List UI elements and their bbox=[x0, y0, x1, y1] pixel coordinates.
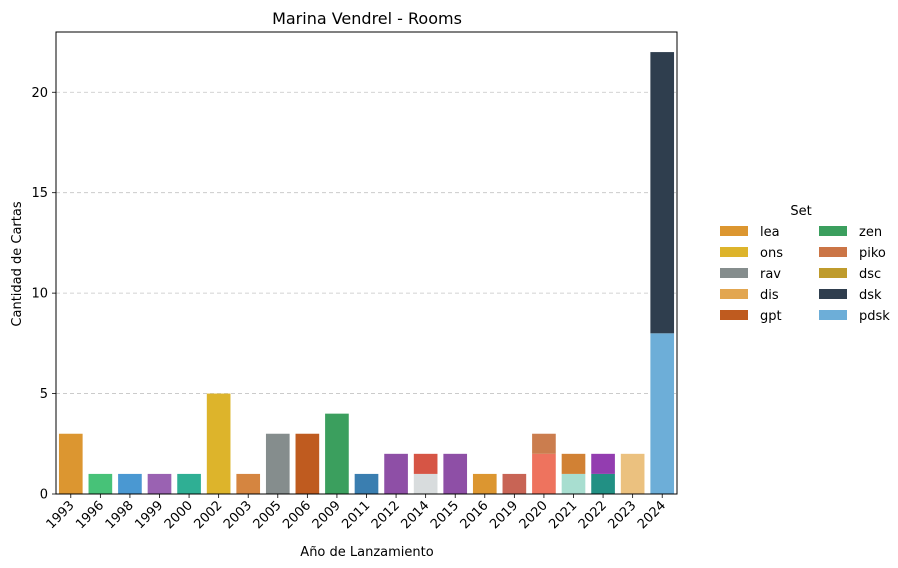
y-tick-label: 0 bbox=[40, 488, 48, 503]
legend-swatch-lea bbox=[720, 226, 748, 236]
x-tick-label: 2011 bbox=[339, 498, 373, 532]
x-tick-label: 1993 bbox=[44, 498, 78, 532]
bar-segment-1999 bbox=[147, 473, 172, 494]
legend-title: Set bbox=[790, 204, 811, 219]
bar-segment-2006 bbox=[295, 433, 320, 494]
x-tick-label: 2014 bbox=[398, 498, 432, 532]
legend-label-dsk: dsk bbox=[859, 288, 882, 303]
bar-segment-2009 bbox=[325, 413, 349, 494]
x-tick-label: 2000 bbox=[162, 498, 196, 532]
legend-label-zen: zen bbox=[859, 225, 882, 240]
legend-swatch-pdsk bbox=[819, 310, 847, 320]
chart-title: Marina Vendrel - Rooms bbox=[272, 9, 462, 28]
bar-segment-2011 bbox=[354, 473, 379, 494]
bar-segment-2022 bbox=[591, 453, 615, 474]
x-axis-label: Año de Lanzamiento bbox=[300, 545, 433, 560]
legend-swatch-dsk bbox=[819, 289, 847, 299]
plot-frame bbox=[55, 31, 678, 495]
x-tick-label: 1998 bbox=[103, 498, 137, 532]
bar-segment-2021 bbox=[561, 473, 586, 494]
x-tick-label: 1996 bbox=[73, 498, 107, 532]
bar-segment-2020 bbox=[532, 453, 556, 494]
bar-segment-2005 bbox=[265, 433, 290, 494]
x-tick-label: 2022 bbox=[576, 498, 610, 532]
bar-segment-1996 bbox=[88, 473, 113, 494]
x-tick-label: 2016 bbox=[458, 498, 492, 532]
x-tick-label: 2005 bbox=[251, 498, 285, 532]
bars bbox=[58, 52, 675, 494]
y-axis-label: Cantidad de Cartas bbox=[10, 201, 25, 326]
legend-label-piko: piko bbox=[859, 246, 886, 261]
bar-segment-2002 bbox=[206, 393, 231, 494]
x-tick-label: 2009 bbox=[310, 498, 344, 532]
legend-swatch-ons bbox=[720, 247, 748, 257]
x-tick-label: 1999 bbox=[132, 498, 166, 532]
bar-segment-2022 bbox=[591, 473, 615, 494]
bar-segment-1993 bbox=[58, 433, 83, 494]
legend: Set lea ons rav dis gpt zen piko dsc dsk pdsk bbox=[720, 204, 890, 324]
bar-segment-1998 bbox=[118, 473, 142, 494]
legend-swatch-gpt bbox=[720, 310, 748, 320]
legend-swatch-dis bbox=[720, 289, 748, 299]
legend-label-ons: ons bbox=[760, 246, 783, 261]
x-tick-label: 2015 bbox=[428, 498, 462, 532]
bar-segment-2012 bbox=[384, 453, 408, 494]
y-tick-label: 15 bbox=[31, 186, 48, 201]
bar-segment-2024 bbox=[650, 333, 675, 494]
bar-segment-2023 bbox=[620, 453, 645, 494]
bar-segment-2003 bbox=[236, 473, 261, 494]
bar-segment-2019 bbox=[502, 473, 527, 494]
legend-label-gpt: gpt bbox=[760, 309, 782, 324]
legend-label-pdsk: pdsk bbox=[859, 309, 890, 324]
legend-swatch-rav bbox=[720, 268, 748, 278]
x-tick-label: 2021 bbox=[546, 498, 580, 532]
x-tick-label: 2012 bbox=[369, 498, 403, 532]
bar-segment-2014 bbox=[413, 453, 438, 474]
legend-label-lea: lea bbox=[760, 225, 780, 240]
x-tick-label: 2006 bbox=[280, 498, 314, 532]
legend-label-rav: rav bbox=[760, 267, 781, 282]
legend-label-dsc: dsc bbox=[859, 267, 881, 282]
legend-swatch-zen bbox=[819, 226, 847, 236]
y-tick-label: 20 bbox=[31, 86, 48, 101]
legend-swatch-dsc bbox=[819, 268, 847, 278]
legend-swatch-piko bbox=[819, 247, 847, 257]
x-tick-label: 2023 bbox=[605, 498, 639, 532]
x-tick-label: 2024 bbox=[635, 498, 669, 532]
bar-segment-2021 bbox=[561, 453, 586, 474]
x-tick-label: 2020 bbox=[517, 498, 551, 532]
bar-segment-2024 bbox=[650, 52, 675, 334]
y-tick-label: 10 bbox=[31, 287, 48, 302]
x-tick-label: 2019 bbox=[487, 498, 521, 532]
bar-segment-2015 bbox=[443, 453, 468, 494]
bar-segment-2020 bbox=[532, 433, 556, 454]
x-axis: 1993199619981999200020022003200520062009… bbox=[44, 494, 669, 532]
bar-segment-2000 bbox=[177, 473, 201, 494]
gridlines bbox=[56, 91, 677, 394]
x-tick-label: 2002 bbox=[191, 498, 225, 532]
legend-label-dis: dis bbox=[760, 288, 779, 303]
y-axis: 0 5 10 15 20 bbox=[31, 86, 56, 503]
bar-segment-2016 bbox=[472, 473, 497, 494]
x-tick-label: 2003 bbox=[221, 498, 255, 532]
bar-segment-2014 bbox=[413, 473, 438, 494]
y-tick-label: 5 bbox=[40, 387, 48, 402]
